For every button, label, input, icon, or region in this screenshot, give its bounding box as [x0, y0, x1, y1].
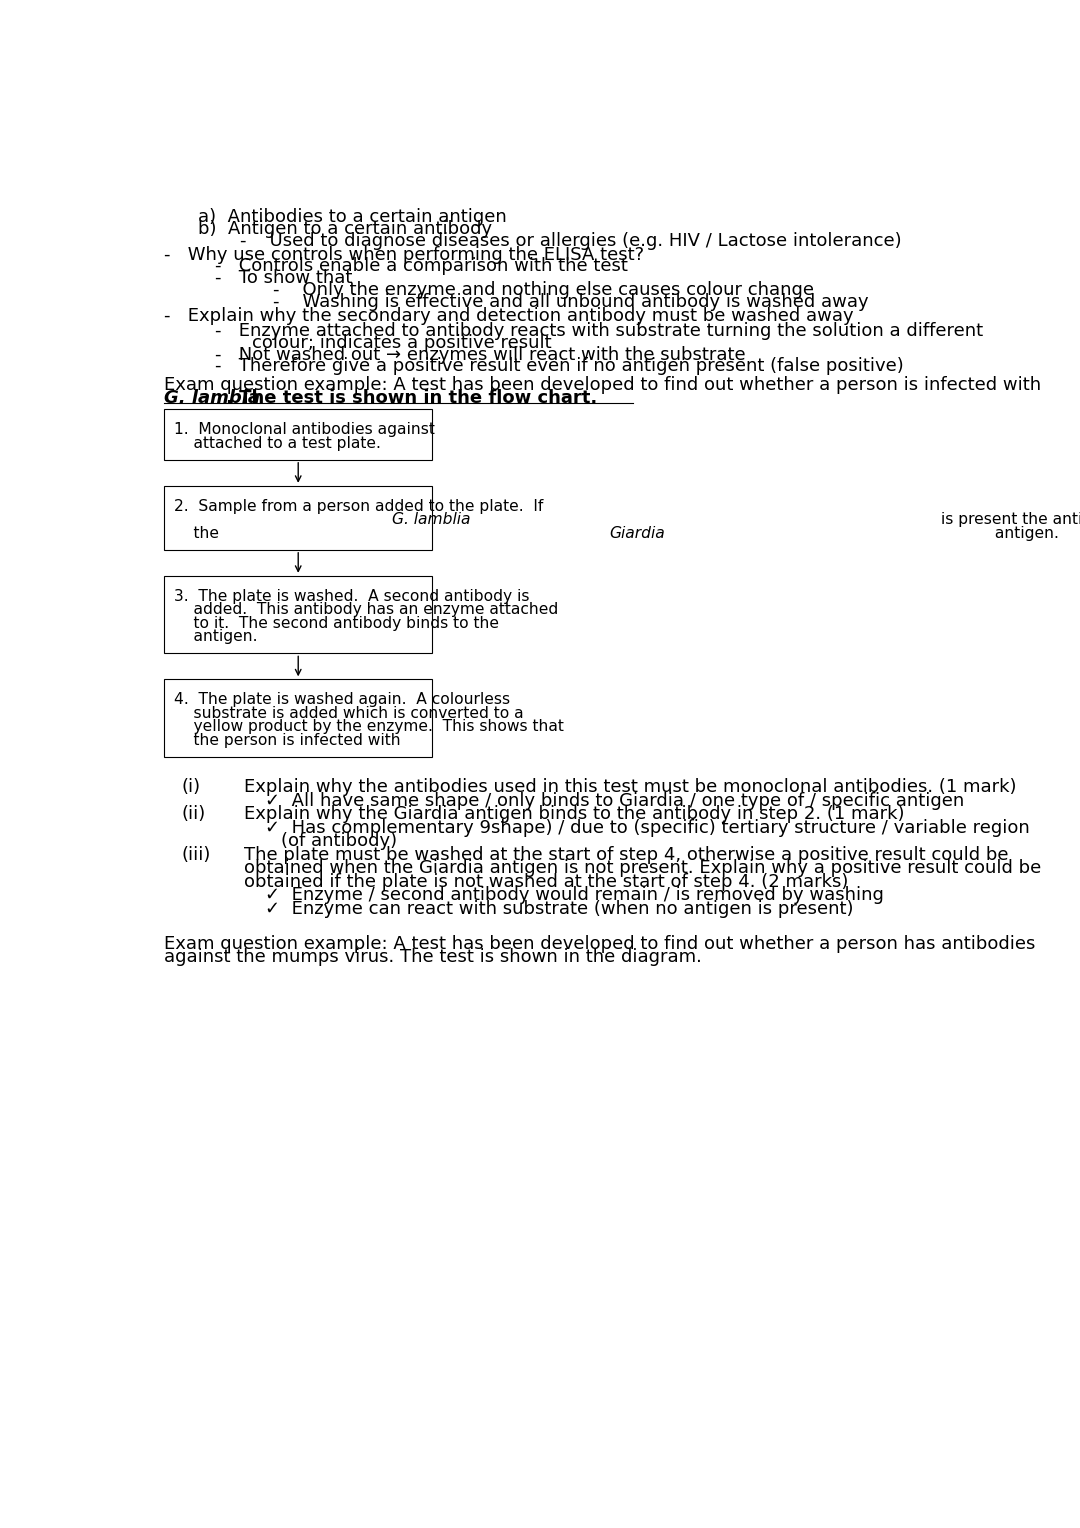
Text: 1.  Monoclonal antibodies against: 1. Monoclonal antibodies against: [174, 422, 440, 437]
Text: attached to a test plate.: attached to a test plate.: [174, 435, 381, 451]
Text: a)  Antibodies to a certain antigen: a) Antibodies to a certain antigen: [198, 208, 507, 226]
Text: added.  This antibody has an enzyme attached: added. This antibody has an enzyme attac…: [174, 602, 558, 617]
Text: -    Only the enzyme and nothing else causes colour change: - Only the enzyme and nothing else cause…: [273, 281, 814, 299]
Text: (of antibody): (of antibody): [282, 833, 397, 850]
Text: -    Washing is effective and all unbound antibody is washed away: - Washing is effective and all unbound a…: [273, 293, 868, 310]
Text: 4.  The plate is washed again.  A colourless: 4. The plate is washed again. A colourle…: [174, 692, 511, 707]
Text: G. lamblia: G. lamblia: [392, 512, 470, 527]
Text: 2.  Sample from a person added to the plate.  If: 2. Sample from a person added to the pla…: [174, 498, 543, 513]
Text: -    Used to diagnose diseases or allergies (e.g. HIV / Lactose intolerance): - Used to diagnose diseases or allergies…: [240, 232, 901, 249]
Text: ✓  Enzyme / second antibody would remain / is removed by washing: ✓ Enzyme / second antibody would remain …: [265, 886, 883, 905]
FancyBboxPatch shape: [164, 680, 432, 756]
FancyBboxPatch shape: [164, 410, 432, 460]
Text: Exam question example: A test has been developed to find out whether a person ha: Exam question example: A test has been d…: [164, 935, 1036, 952]
FancyBboxPatch shape: [164, 576, 432, 654]
Text: -   Explain why the secondary and detection antibody must be washed away: - Explain why the secondary and detectio…: [164, 307, 854, 325]
Text: Explain why the Giardia antigen binds to the antibody in step 2. (1 mark): Explain why the Giardia antigen binds to…: [244, 805, 904, 824]
Text: b)  Antigen to a certain antibody: b) Antigen to a certain antibody: [198, 220, 491, 238]
Text: 3.  The plate is washed.  A second antibody is: 3. The plate is washed. A second antibod…: [174, 588, 530, 604]
Text: The plate must be washed at the start of step 4, otherwise a positive result cou: The plate must be washed at the start of…: [244, 847, 1009, 863]
Text: Explain why the antibodies used in this test must be monoclonal antibodies. (1 m: Explain why the antibodies used in this …: [244, 778, 1016, 796]
Text: (iii): (iii): [181, 847, 211, 863]
FancyBboxPatch shape: [164, 486, 432, 550]
Text: obtained when the Giardia antigen is not present. Explain why a positive result : obtained when the Giardia antigen is not…: [244, 859, 1041, 877]
Text: (i): (i): [181, 778, 200, 796]
Text: antigen.: antigen.: [174, 630, 258, 645]
Text: substrate is added which is converted to a: substrate is added which is converted to…: [174, 706, 524, 721]
Text: the: the: [174, 526, 225, 541]
Text: -   Enzyme attached to antibody reacts with substrate turning the solution a dif: - Enzyme attached to antibody reacts wit…: [215, 322, 983, 341]
Text: the person is infected with: the person is infected with: [174, 733, 406, 747]
Text: obtained if the plate is not washed at the start of step 4. (2 marks): obtained if the plate is not washed at t…: [244, 872, 848, 891]
Text: G. lambia: G. lambia: [164, 390, 260, 408]
Text: -   Not washed out → enzymes will react with the substrate: - Not washed out → enzymes will react wi…: [215, 345, 745, 364]
Text: -   Therefore give a positive result even if no antigen present (false positive): - Therefore give a positive result even …: [215, 358, 903, 376]
Text: -   Why use controls when performing the ELISA test?: - Why use controls when performing the E…: [164, 246, 645, 264]
Text: ✓  Enzyme can react with substrate (when no antigen is present): ✓ Enzyme can react with substrate (when …: [265, 900, 853, 918]
Text: Giardia: Giardia: [609, 526, 665, 541]
Text: to it.  The second antibody binds to the: to it. The second antibody binds to the: [174, 616, 504, 631]
Text: against the mumps virus. The test is shown in the diagram.: against the mumps virus. The test is sho…: [164, 947, 702, 966]
Text: is present the antibody will bind to: is present the antibody will bind to: [935, 512, 1080, 527]
Text: Exam question example: A test has been developed to find out whether a person is: Exam question example: A test has been d…: [164, 376, 1041, 394]
Text: ✓  Has complementary 9shape) / due to (specific) tertiary structure / variable r: ✓ Has complementary 9shape) / due to (sp…: [265, 819, 1029, 837]
Text: (ii): (ii): [181, 805, 205, 824]
Text: -   Controls enable a comparison with the test: - Controls enable a comparison with the …: [215, 258, 627, 275]
Text: . The test is shown in the flow chart.: . The test is shown in the flow chart.: [226, 390, 597, 408]
Text: yellow product by the enzyme.  This shows that: yellow product by the enzyme. This shows…: [174, 720, 564, 735]
Text: antigen.: antigen.: [990, 526, 1058, 541]
Text: ✓  All have same shape / only binds to Giardia / one type of / specific antigen: ✓ All have same shape / only binds to Gi…: [265, 792, 964, 810]
Text: colour; indicates a positive result: colour; indicates a positive result: [253, 335, 552, 351]
Text: -   To show that: - To show that: [215, 269, 352, 287]
